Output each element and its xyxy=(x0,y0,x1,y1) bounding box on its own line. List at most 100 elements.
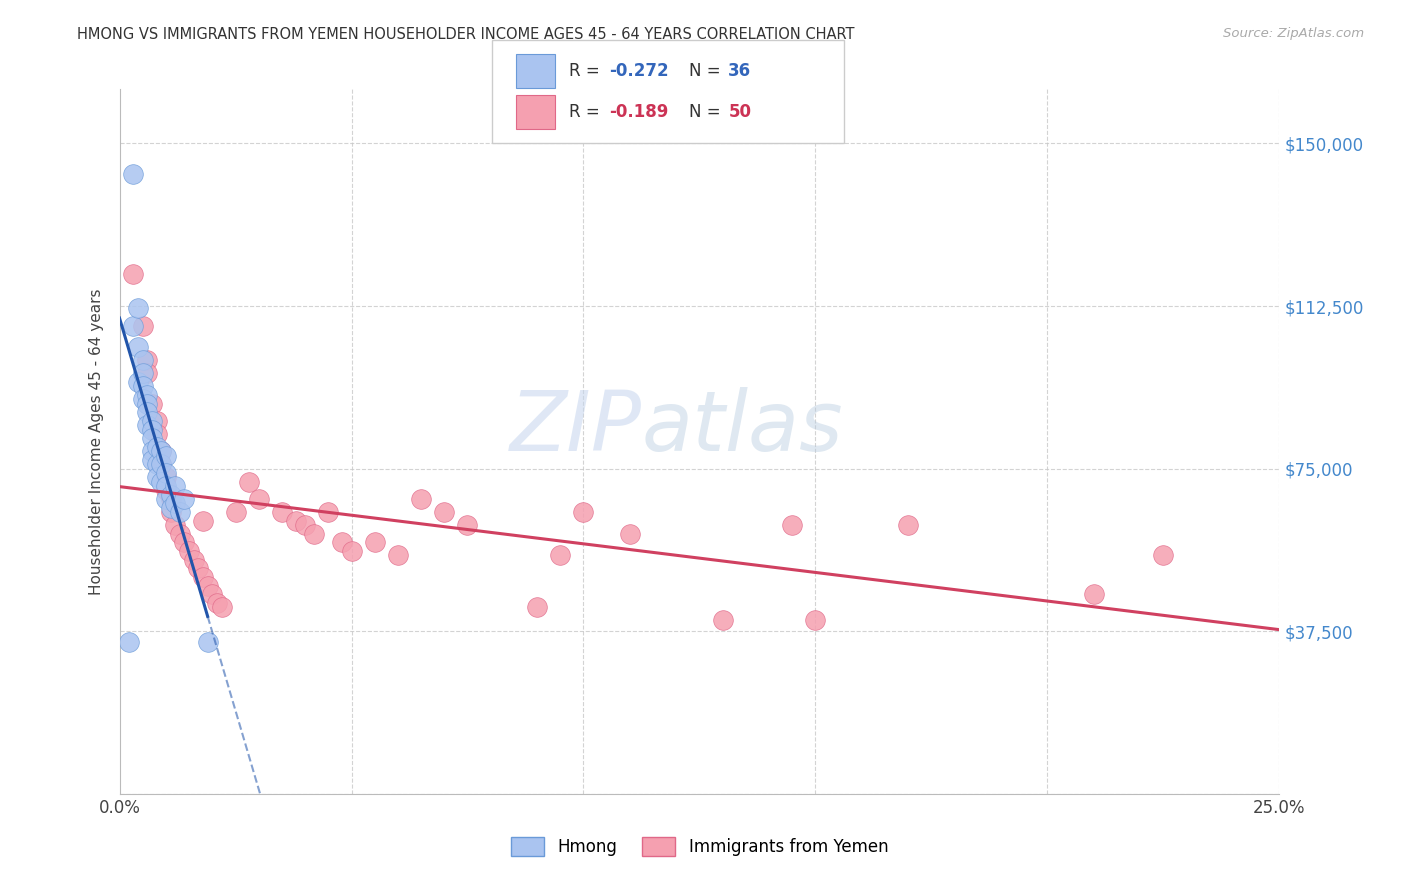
Point xyxy=(177,544,201,558)
Point xyxy=(619,526,641,541)
Point xyxy=(363,535,385,549)
Text: -0.272: -0.272 xyxy=(609,62,668,79)
Point xyxy=(270,505,294,519)
Text: ZIP: ZIP xyxy=(509,387,641,468)
Legend: Hmong, Immigrants from Yemen: Hmong, Immigrants from Yemen xyxy=(503,830,896,863)
Point xyxy=(145,458,167,472)
Text: R =: R = xyxy=(569,103,606,121)
Point xyxy=(330,535,353,549)
Text: HMONG VS IMMIGRANTS FROM YEMEN HOUSEHOLDER INCOME AGES 45 - 64 YEARS CORRELATION: HMONG VS IMMIGRANTS FROM YEMEN HOUSEHOLD… xyxy=(77,27,855,42)
Point xyxy=(897,518,920,533)
Point xyxy=(456,518,478,533)
Point xyxy=(191,570,214,584)
Point xyxy=(526,600,548,615)
Point xyxy=(225,505,247,519)
Point xyxy=(201,587,224,601)
Point xyxy=(197,635,219,649)
Point xyxy=(127,375,149,389)
Point xyxy=(155,449,177,463)
Point xyxy=(159,500,181,515)
Point xyxy=(150,444,173,458)
Point xyxy=(165,518,187,533)
Point xyxy=(205,596,228,610)
Point xyxy=(141,396,163,410)
Point xyxy=(136,366,159,380)
Point xyxy=(572,505,595,519)
Y-axis label: Householder Income Ages 45 - 64 years: Householder Income Ages 45 - 64 years xyxy=(89,288,104,595)
Point xyxy=(136,405,159,419)
Text: N =: N = xyxy=(689,62,725,79)
Point xyxy=(318,505,340,519)
Point xyxy=(136,353,159,368)
Point xyxy=(159,488,181,502)
Text: N =: N = xyxy=(689,103,725,121)
Point xyxy=(141,423,163,437)
Point xyxy=(155,466,177,480)
Point xyxy=(141,431,163,445)
Point xyxy=(122,167,145,181)
Point xyxy=(127,301,149,316)
Text: -0.189: -0.189 xyxy=(609,103,668,121)
Point xyxy=(155,470,177,484)
Point xyxy=(782,518,804,533)
Point xyxy=(150,458,173,472)
Text: R =: R = xyxy=(569,62,606,79)
Point xyxy=(155,483,177,498)
Point xyxy=(304,526,326,541)
Point xyxy=(155,479,177,493)
Point xyxy=(433,505,456,519)
Point xyxy=(132,366,155,380)
Point xyxy=(122,318,145,333)
Point xyxy=(238,475,260,489)
Point xyxy=(145,414,167,428)
Point xyxy=(136,418,159,433)
Point xyxy=(132,353,155,368)
Point xyxy=(211,600,233,615)
Point xyxy=(165,479,187,493)
Point xyxy=(1083,587,1105,601)
Point xyxy=(711,614,734,628)
Point xyxy=(150,475,173,489)
Point xyxy=(150,458,173,472)
Point xyxy=(127,340,149,354)
Point xyxy=(284,514,307,528)
Point xyxy=(132,379,155,393)
Point xyxy=(1153,549,1175,563)
Text: 50: 50 xyxy=(728,103,751,121)
Text: atlas: atlas xyxy=(641,387,844,468)
Point xyxy=(165,496,187,510)
Point xyxy=(145,426,167,441)
Point xyxy=(155,491,177,506)
Point xyxy=(173,491,195,506)
Point xyxy=(136,396,159,410)
Point xyxy=(411,491,433,506)
Point xyxy=(141,444,163,458)
Point xyxy=(183,552,205,566)
Point xyxy=(387,549,409,563)
Point xyxy=(169,526,191,541)
Point xyxy=(804,614,827,628)
Point xyxy=(132,318,155,333)
Point xyxy=(247,491,270,506)
Point xyxy=(173,535,195,549)
Point xyxy=(159,505,181,519)
Text: 36: 36 xyxy=(728,62,751,79)
Point xyxy=(191,514,214,528)
Point xyxy=(118,635,141,649)
Point xyxy=(187,561,209,575)
Point xyxy=(150,444,173,458)
Point xyxy=(141,414,163,428)
Point xyxy=(169,505,191,519)
Point xyxy=(122,267,145,281)
Text: Source: ZipAtlas.com: Source: ZipAtlas.com xyxy=(1223,27,1364,40)
Point xyxy=(132,392,155,407)
Point xyxy=(340,544,363,558)
Point xyxy=(197,579,219,593)
Point xyxy=(145,440,167,454)
Point xyxy=(550,549,572,563)
Point xyxy=(141,453,163,467)
Point xyxy=(136,388,159,402)
Point xyxy=(159,491,181,506)
Point xyxy=(294,518,316,533)
Point xyxy=(145,470,167,484)
